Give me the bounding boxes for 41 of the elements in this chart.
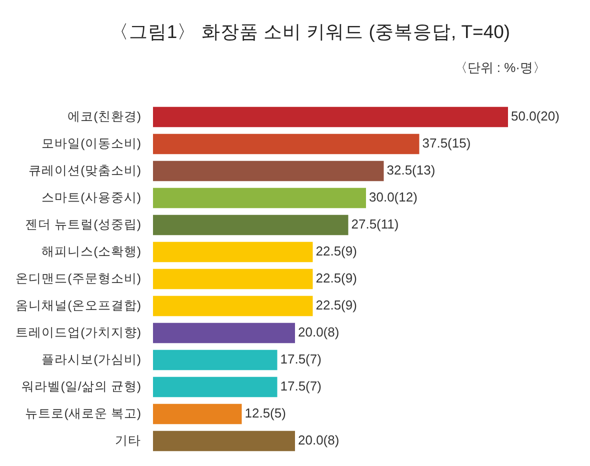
bar (153, 404, 242, 424)
bar (153, 268, 313, 290)
data-label: 27.5(11) (351, 216, 399, 232)
bar (153, 430, 295, 452)
y-tick-label: 젠더 뉴트럴(성중립) (25, 217, 141, 232)
bar (153, 160, 384, 182)
y-tick-label: 기타 (115, 433, 141, 448)
bar (153, 350, 278, 370)
data-label: 17.5(7) (280, 378, 322, 394)
bar (153, 106, 508, 128)
y-tick-label: 해피니스(소확행) (42, 244, 141, 258)
data-label: 50.0(20) (511, 108, 560, 124)
y-tick-label: 워라벨(일/삶의 균형) (22, 379, 141, 394)
data-label: 37.5(15) (422, 136, 471, 151)
bar (153, 242, 313, 262)
bar (153, 322, 295, 344)
y-tick-label: 에코(친환경) (68, 109, 141, 124)
data-label: 20.0(8) (298, 432, 340, 448)
data-label: 17.5(7) (280, 352, 322, 367)
bar (153, 214, 348, 236)
data-label: 20.0(8) (298, 324, 340, 340)
data-label: 22.5(9) (316, 270, 357, 286)
bar (153, 134, 420, 154)
bar (153, 188, 366, 208)
y-tick-label: 스마트(사용중시) (42, 190, 141, 204)
y-tick-label: 플라시보(가심비) (42, 352, 141, 366)
chart-title: 〈그림1〉 화장품 소비 키워드 (중복응답, T=40) (110, 21, 510, 44)
data-label: 22.5(9) (316, 244, 357, 259)
y-tick-label: 옴니채널(온오프결합) (16, 298, 141, 312)
data-label: 12.5(5) (244, 406, 286, 421)
bar (153, 376, 278, 398)
y-tick-label: 뉴트로(새로운 복고) (25, 406, 141, 420)
y-tick-label: 모바일(이동소비) (42, 136, 141, 150)
y-tick-label: 큐레이션(맞춤소비) (28, 163, 141, 178)
y-tick-label: 트레이드업(가치지향) (16, 325, 141, 340)
chart-subtitle: 〈단위 : %·명〉 (454, 60, 546, 76)
data-label: 22.5(9) (316, 298, 357, 313)
data-label: 30.0(12) (369, 190, 418, 205)
data-label: 32.5(13) (386, 162, 436, 178)
y-tick-label: 온디맨드(주문형소비) (16, 271, 141, 286)
bar (153, 296, 313, 316)
